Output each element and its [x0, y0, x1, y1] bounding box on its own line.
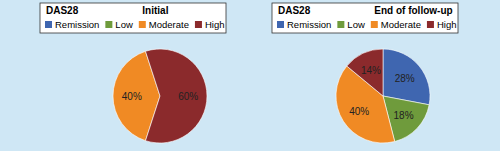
- legend-label: High: [205, 19, 225, 30]
- legend-swatch: [337, 21, 344, 28]
- subtitle: Initial: [142, 5, 168, 16]
- data-label: 40%: [349, 106, 369, 117]
- data-label: 14%: [361, 65, 381, 76]
- slice: [347, 49, 383, 96]
- data-label: 60%: [178, 91, 198, 102]
- subtitle: End of follow-up: [374, 5, 452, 16]
- legend-box: [40, 3, 226, 33]
- legend-label: Remission: [55, 19, 99, 30]
- legend: DAS28 Initial Remission Low Moderate High: [40, 3, 226, 33]
- legend-item: Low: [337, 19, 365, 30]
- title: DAS28: [46, 5, 79, 16]
- slices: [113, 49, 207, 143]
- legend-label: Moderate: [149, 19, 189, 30]
- legend-label: Low: [347, 19, 365, 30]
- legend-swatch: [139, 21, 146, 28]
- legend-item: Moderate: [139, 19, 189, 30]
- legend-item: Moderate: [371, 19, 421, 30]
- legend-box: [272, 3, 458, 33]
- pie: 28% 18% 40% 14%: [336, 49, 430, 143]
- legend-swatch: [105, 21, 112, 28]
- title: DAS28: [278, 5, 311, 16]
- legend: DAS28 End of follow-up Remission Low Moderat…: [272, 3, 458, 33]
- legend-swatch: [195, 21, 202, 28]
- legend-label: High: [437, 19, 457, 30]
- legend-item: Low: [105, 19, 133, 30]
- legend-item: Remission: [277, 19, 331, 30]
- legend-item: High: [427, 19, 457, 30]
- legend-label: Moderate: [381, 19, 421, 30]
- legend-item: High: [195, 19, 225, 30]
- data-label: 18%: [394, 110, 414, 121]
- chart-canvas: DAS28 Initial Remission Low Moderate High 40% 6…: [0, 0, 500, 151]
- legend-label: Low: [115, 19, 133, 30]
- slices: [336, 49, 430, 143]
- pie-chart: DAS28 Initial Remission Low Moderate High 40% 6…: [40, 3, 226, 143]
- legend-swatch: [45, 21, 52, 28]
- legend-swatch: [371, 21, 378, 28]
- pie-chart: DAS28 End of follow-up Remission Low Moderat…: [272, 3, 458, 143]
- legend-item: Remission: [45, 19, 99, 30]
- slice: [383, 49, 430, 105]
- data-label: 28%: [395, 73, 415, 84]
- pie: 40% 60%: [113, 49, 207, 143]
- data-label: 40%: [122, 91, 142, 102]
- legend-swatch: [427, 21, 434, 28]
- legend-label: Remission: [287, 19, 331, 30]
- slice: [145, 49, 207, 143]
- legend-swatch: [277, 21, 284, 28]
